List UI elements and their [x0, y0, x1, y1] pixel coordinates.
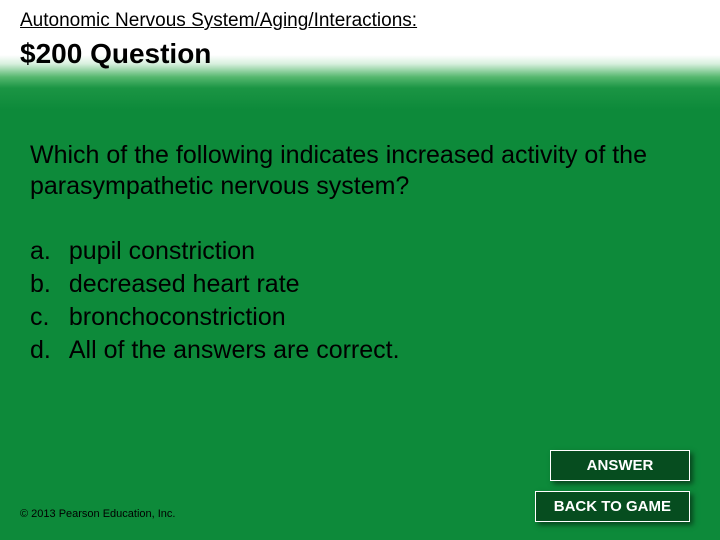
answer-text: All of the answers are correct. — [69, 336, 400, 365]
button-stack: ANSWER BACK TO GAME — [535, 450, 690, 522]
answer-option: b. decreased heart rate — [30, 270, 400, 299]
answer-text: bronchoconstriction — [69, 303, 400, 332]
answer-letter: c. — [30, 303, 69, 332]
answer-text: decreased heart rate — [69, 270, 400, 299]
breadcrumb: Autonomic Nervous System/Aging/Interacti… — [20, 10, 417, 32]
answer-text: pupil constriction — [69, 237, 400, 266]
quiz-slide: Autonomic Nervous System/Aging/Interacti… — [0, 0, 720, 540]
answer-option: d. All of the answers are correct. — [30, 336, 400, 365]
answer-letter: a. — [30, 237, 69, 266]
answer-letter: d. — [30, 336, 69, 365]
question-block: Which of the following indicates increas… — [30, 140, 690, 369]
copyright-text: © 2013 Pearson Education, Inc. — [20, 508, 175, 520]
answer-option: c. bronchoconstriction — [30, 303, 400, 332]
slide-title: $200 Question — [20, 38, 211, 70]
back-to-game-button[interactable]: BACK TO GAME — [535, 491, 690, 522]
question-text: Which of the following indicates increas… — [30, 140, 690, 203]
answer-button[interactable]: ANSWER — [550, 450, 690, 481]
answer-list: a. pupil constriction b. decreased heart… — [30, 233, 400, 369]
answer-letter: b. — [30, 270, 69, 299]
answer-option: a. pupil constriction — [30, 237, 400, 266]
